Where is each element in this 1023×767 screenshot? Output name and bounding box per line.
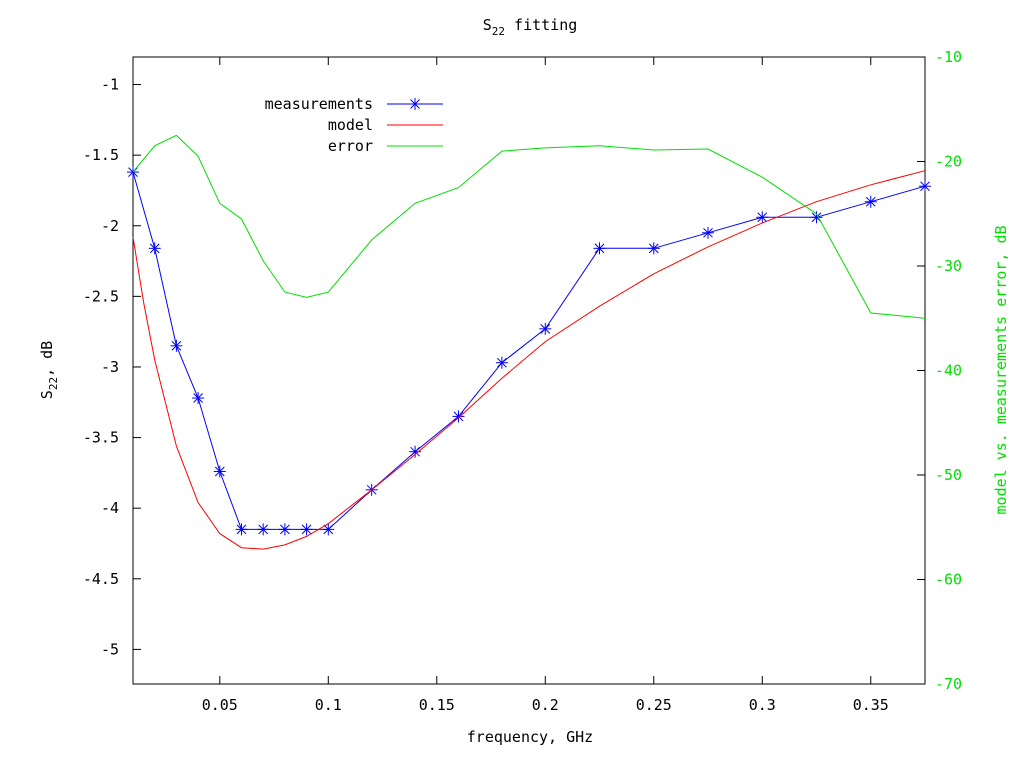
y-axis-label: S22, dB bbox=[38, 341, 60, 399]
measurements-point bbox=[322, 523, 335, 536]
marker-stroke-d2 bbox=[497, 357, 507, 368]
legend-marker-measurements bbox=[409, 98, 421, 110]
x-tick-label: 0.3 bbox=[749, 696, 776, 714]
legend: measurements model error bbox=[265, 95, 443, 155]
model-line bbox=[132, 170, 926, 550]
measurements-point bbox=[127, 166, 139, 179]
measurements-point bbox=[278, 523, 291, 536]
marker-stroke-d2 bbox=[323, 524, 334, 535]
measurements-point bbox=[257, 523, 270, 536]
x-tick-label: 0.05 bbox=[202, 696, 238, 714]
measurements-point bbox=[170, 339, 183, 352]
y-tick-label: -4.5 bbox=[83, 570, 119, 588]
marker-stroke-d2 bbox=[214, 466, 225, 477]
measurements-point bbox=[495, 356, 508, 369]
measurements-point bbox=[539, 322, 552, 335]
x-tick-label: 0.35 bbox=[853, 696, 889, 714]
measurements-point bbox=[300, 523, 313, 536]
marker-stroke-d2 bbox=[920, 181, 930, 192]
marker-stroke-d2 bbox=[301, 524, 312, 535]
x-tick-label: 0.15 bbox=[419, 696, 455, 714]
measurements-point bbox=[864, 195, 877, 208]
measurements-point bbox=[148, 242, 161, 255]
y-tick-label: -1 bbox=[101, 76, 119, 94]
measurements-line bbox=[132, 171, 926, 530]
marker-stroke-d2 bbox=[236, 524, 247, 535]
marker-stroke-d2 bbox=[811, 212, 822, 223]
marker-stroke-d2 bbox=[258, 524, 269, 535]
x-tick-label: 0.25 bbox=[636, 696, 672, 714]
y-tick-label: -3 bbox=[101, 358, 119, 376]
y-axis-ticks: -1 -1.5 -2 -2.5 -3 -3.5 -4 -4.5 -5 bbox=[83, 76, 141, 658]
y2-tick-label: -70 bbox=[935, 675, 962, 693]
marker-stroke-d2 bbox=[410, 446, 420, 457]
marker-stroke-d2 bbox=[703, 227, 713, 238]
measurements-point bbox=[756, 211, 769, 224]
marker-stroke-d2 bbox=[540, 323, 551, 334]
y2-axis-ticks: -10 -20 -30 -40 -50 -60 -70 bbox=[917, 48, 962, 693]
y2-axis-label: model vs. measurements error, dB bbox=[992, 226, 1010, 515]
x-tick-label: 0.2 bbox=[532, 696, 559, 714]
marker-stroke-d2 bbox=[757, 212, 768, 223]
measurements-point bbox=[235, 523, 248, 536]
marker-stroke-d2 bbox=[453, 411, 464, 422]
chart-title: S22 fitting bbox=[483, 16, 578, 38]
y2-tick-label: -20 bbox=[935, 153, 962, 171]
measurements-point bbox=[213, 465, 226, 478]
y2-tick-label: -30 bbox=[935, 257, 962, 275]
y-tick-label: -4 bbox=[101, 499, 119, 517]
y-tick-label: -1.5 bbox=[83, 146, 119, 164]
marker-stroke-d2 bbox=[410, 99, 420, 109]
measurements-point bbox=[593, 242, 606, 255]
x-tick-label: 0.1 bbox=[315, 696, 342, 714]
marker-stroke-d2 bbox=[149, 243, 160, 254]
marker-stroke-d2 bbox=[280, 524, 290, 535]
marker-stroke-d2 bbox=[193, 393, 203, 403]
measurements-point bbox=[409, 445, 422, 458]
legend-label-model: model bbox=[328, 116, 373, 134]
y2-tick-label: -60 bbox=[935, 571, 962, 589]
series-layer bbox=[127, 134, 931, 550]
y2-tick-label: -40 bbox=[935, 362, 962, 380]
legend-label-error: error bbox=[328, 137, 373, 155]
y2-tick-label: -50 bbox=[935, 466, 962, 484]
measurements-point bbox=[647, 242, 660, 255]
error-line bbox=[132, 134, 926, 319]
measurements-point bbox=[452, 410, 465, 423]
x-axis-ticks: 0.05 0.1 0.15 0.2 0.25 0.3 0.35 bbox=[202, 57, 889, 714]
x-axis-label: frequency, GHz bbox=[467, 728, 593, 746]
y-tick-label: -2.5 bbox=[83, 287, 119, 305]
marker-stroke-d2 bbox=[594, 243, 605, 254]
plot-area bbox=[132, 56, 926, 685]
y-tick-label: -3.5 bbox=[83, 429, 119, 447]
measurements-point bbox=[702, 226, 715, 239]
y2-tick-label: -10 bbox=[935, 48, 962, 66]
y-tick-label: -2 bbox=[101, 217, 119, 235]
legend-label-measurements: measurements bbox=[265, 95, 373, 113]
measurements-point bbox=[919, 180, 931, 193]
marker-stroke-d2 bbox=[865, 196, 876, 207]
marker-stroke-d2 bbox=[648, 243, 659, 254]
marker-stroke-d2 bbox=[171, 340, 182, 351]
y-tick-label: -5 bbox=[101, 640, 119, 658]
measurements-point bbox=[192, 392, 205, 405]
